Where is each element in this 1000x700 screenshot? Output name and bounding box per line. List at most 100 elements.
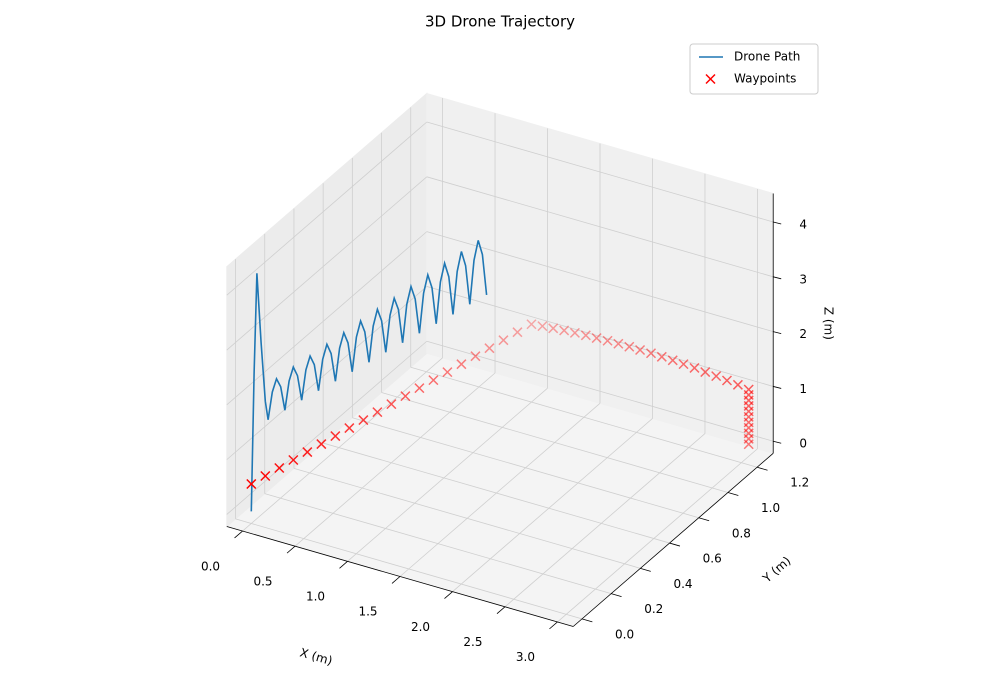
- tick-mark: [391, 576, 401, 584]
- grid-line: [399, 402, 601, 577]
- x-tick-label: 2.0: [411, 620, 430, 634]
- tick-mark: [773, 386, 782, 389]
- grid-line: [426, 286, 774, 387]
- grid-line: [504, 433, 706, 608]
- tick-mark: [757, 466, 768, 471]
- marker-stroke: [559, 325, 570, 336]
- marker-stroke: [656, 351, 667, 362]
- marker-stroke: [602, 335, 613, 346]
- y-tick-label: 0.4: [673, 577, 692, 591]
- marker-stroke: [442, 367, 453, 378]
- grid-line: [226, 121, 428, 296]
- waypoint: [386, 399, 397, 410]
- waypoint: [470, 351, 481, 362]
- marker-stroke: [711, 371, 722, 382]
- waypoint: [700, 367, 711, 378]
- x-tick-label: 0.5: [253, 574, 272, 588]
- waypoint: [442, 367, 453, 378]
- grid-line: [452, 418, 653, 592]
- tick-mark: [669, 542, 681, 547]
- waypoint: [591, 333, 602, 344]
- marker-stroke: [624, 341, 635, 352]
- y-tick-label: 0.6: [703, 552, 722, 566]
- marker-stroke: [498, 335, 509, 346]
- marker-stroke: [580, 330, 591, 341]
- waypoint: [569, 327, 580, 338]
- waypoint: [246, 478, 257, 490]
- marker-stroke: [613, 338, 624, 349]
- marker-stroke: [721, 375, 733, 386]
- grid-line: [323, 442, 670, 544]
- grid-line: [426, 231, 774, 333]
- tick-mark: [773, 331, 782, 335]
- x-axis-label: X (m): [298, 645, 334, 668]
- marker-stroke: [700, 367, 711, 378]
- marker-stroke: [743, 439, 754, 450]
- x-axis-line: [226, 526, 574, 627]
- waypoint: [645, 348, 657, 359]
- legend-label: Drone Path: [734, 50, 800, 64]
- tick-mark: [773, 440, 782, 444]
- marker-stroke: [526, 319, 537, 330]
- waypoint: [344, 423, 355, 434]
- marker-stroke: [288, 455, 299, 466]
- waypoint: [624, 341, 635, 352]
- grid-line: [426, 121, 774, 223]
- waypoint: [484, 343, 495, 354]
- marker-stroke: [260, 470, 271, 482]
- waypoint: [743, 439, 754, 450]
- marker-stroke: [400, 391, 411, 402]
- waypoint: [372, 407, 383, 418]
- marker-stroke: [512, 327, 523, 338]
- marker-stroke: [372, 407, 383, 418]
- grid-line: [381, 392, 729, 493]
- tick-mark: [444, 591, 453, 599]
- tick-mark: [773, 276, 782, 280]
- y-tick-label: 1.0: [761, 501, 780, 515]
- marker-stroke: [344, 423, 355, 434]
- tick-mark: [234, 530, 243, 539]
- grid-line: [242, 357, 443, 532]
- marker-stroke: [316, 439, 327, 450]
- waypoint: [400, 391, 411, 402]
- x-tick-label: 1.5: [358, 605, 377, 619]
- waypoint: [456, 359, 467, 370]
- marker-stroke: [689, 362, 700, 373]
- waypoint: [678, 359, 689, 370]
- tick-mark: [727, 492, 739, 496]
- grid-line: [347, 387, 548, 562]
- marker-stroke: [569, 327, 580, 338]
- marker-stroke: [302, 447, 313, 458]
- marker-stroke: [386, 399, 397, 410]
- waypoint: [580, 330, 591, 341]
- marker-stroke: [645, 348, 657, 359]
- grid-line: [226, 231, 428, 406]
- y-axis-line: [572, 452, 774, 627]
- y-tick-label: 0.2: [644, 602, 663, 616]
- x-tick-label: 3.0: [516, 650, 535, 664]
- waypoint: [559, 325, 570, 336]
- waypoint: [721, 375, 733, 386]
- waypoint: [330, 431, 341, 442]
- marker-stroke: [537, 321, 548, 332]
- legend-marker: [705, 73, 716, 85]
- marker-stroke: [414, 383, 425, 394]
- waypoint: [498, 335, 509, 346]
- waypoint: [656, 351, 667, 362]
- marker-stroke: [358, 415, 369, 426]
- z-tick-label: 4: [799, 218, 807, 232]
- marker-stroke: [484, 343, 495, 354]
- marker-stroke: [456, 359, 467, 370]
- grid-line: [235, 518, 583, 620]
- marker-stroke: [428, 375, 439, 386]
- waypoint: [260, 470, 271, 482]
- z-axis-label: Z (m): [822, 307, 836, 340]
- waypoint: [316, 439, 327, 450]
- waypoint: [602, 335, 613, 346]
- waypoint: [358, 415, 369, 426]
- waypoint: [302, 447, 313, 458]
- grid-line: [264, 493, 612, 595]
- waypoint: [288, 455, 299, 466]
- marker-stroke: [613, 338, 624, 349]
